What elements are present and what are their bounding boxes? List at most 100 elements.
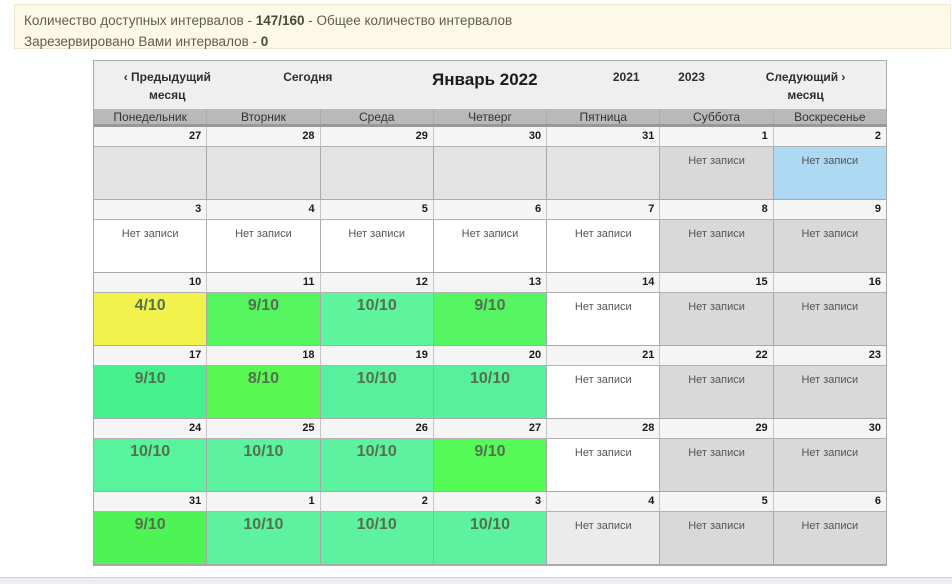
week-5-content-row: 10/10 10/10 10/10 9/10 Нет записи Нет записи Н… (94, 439, 886, 492)
prev-month-label-line1: ‹ Предыдущий (123, 70, 211, 84)
week-3-content-row: 4/10 9/10 10/10 9/10 Нет записи Нет записи Нет… (94, 293, 886, 346)
day-cell (207, 147, 321, 200)
day-cell[interactable]: 9/10 (94, 512, 208, 565)
no-records-label: Нет записи (688, 301, 745, 313)
day-cell: Нет записи (773, 439, 886, 492)
date-number: 13 (433, 273, 548, 293)
available-intervals-line: Количество доступных интервалов - 147/16… (24, 10, 940, 31)
calendar-weeks: 27 28 29 30 31 1 2 Нет записи Нет записи 3 4 5 6 7 8 9 Н… (94, 127, 886, 565)
day-cell[interactable]: 9/10 (433, 439, 548, 492)
day-cell[interactable]: 9/10 (433, 293, 548, 346)
next-month-button[interactable]: Следующий › месяц (725, 61, 886, 109)
no-records-label: Нет записи (574, 447, 632, 459)
slots-available-label: 10/10 (469, 516, 510, 533)
slots-available-label: 10/10 (130, 443, 171, 460)
date-number: 27 (433, 419, 548, 439)
slots-available-label: 9/10 (134, 516, 166, 533)
day-cell: Нет записи (433, 220, 548, 273)
no-records-label: Нет записи (688, 155, 745, 167)
day-cell: Нет записи (547, 293, 661, 346)
date-number: 15 (660, 273, 774, 293)
day-header-Пятница: Пятница (547, 109, 661, 124)
available-intervals-count: 147/160 (255, 13, 305, 28)
date-number: 24 (94, 419, 208, 439)
day-cell: Нет записи (773, 366, 886, 419)
day-cell[interactable]: 9/10 (94, 366, 208, 419)
no-records-label: Нет записи (801, 447, 859, 459)
date-number: 5 (660, 492, 774, 512)
date-number: 10 (94, 273, 208, 293)
no-records-label: Нет записи (688, 228, 745, 240)
prev-year-button[interactable]: 2021 (612, 70, 640, 84)
no-records-label: Нет записи (688, 447, 745, 459)
date-number: 30 (773, 419, 886, 439)
date-number: 7 (547, 200, 661, 220)
no-records-label: Нет записи (461, 228, 519, 240)
day-header-Четверг: Четверг (434, 109, 548, 124)
day-cell[interactable]: 9/10 (207, 293, 321, 346)
date-number: 9 (773, 200, 886, 220)
date-number: 28 (207, 127, 321, 147)
week-6-date-row: 31 1 2 3 4 5 6 (94, 492, 886, 512)
week-2-content-row: Нет записи Нет записи Нет записи Нет записи… (94, 220, 886, 273)
reserved-intervals-line: Зарезервировано Вами интервалов - 0 (24, 31, 940, 52)
day-cell: Нет записи (94, 220, 208, 273)
date-number: 16 (773, 273, 886, 293)
date-number: 2 (773, 127, 886, 147)
reserved-intervals-text: Зарезервировано Вами интервалов - (24, 34, 261, 49)
date-number: 30 (433, 127, 548, 147)
slots-available-label: 9/10 (474, 443, 506, 460)
no-records-label: Нет записи (348, 228, 406, 240)
day-cell: Нет записи (547, 220, 661, 273)
day-header-Воскресенье: Воскресенье (794, 110, 866, 124)
day-cell[interactable]: 8/10 (207, 366, 321, 419)
date-number: 17 (94, 346, 208, 366)
slots-available-label: 10/10 (356, 443, 397, 460)
day-cell[interactable]: 10/10 (207, 512, 321, 565)
day-cell: Нет записи (320, 220, 434, 273)
day-cell: Нет записи (547, 512, 661, 565)
date-number: 3 (433, 492, 548, 512)
date-number: 18 (207, 346, 321, 366)
prev-month-button[interactable]: ‹ Предыдущий месяц (94, 61, 241, 109)
next-year-button[interactable]: 2023 (678, 70, 705, 84)
total-intervals-text: - Общее количество интервалов (304, 13, 513, 28)
day-cell[interactable]: 10/10 (94, 439, 208, 492)
date-number: 27 (94, 127, 208, 147)
no-records-label: Нет записи (121, 228, 179, 240)
day-cell[interactable]: 10/10 (320, 293, 434, 346)
date-number: 5 (320, 200, 434, 220)
today-button[interactable]: Сегодня (283, 70, 333, 84)
day-cell[interactable]: 10/10 (433, 512, 548, 565)
day-cell (320, 147, 434, 200)
day-cell[interactable]: 4/10 (94, 293, 208, 346)
day-cell: Нет записи (773, 512, 886, 565)
day-cell[interactable]: 10/10 (320, 439, 434, 492)
date-number: 12 (320, 273, 434, 293)
date-number: 21 (547, 346, 661, 366)
day-cell: Нет записи (547, 366, 661, 419)
day-cell: Нет записи (773, 147, 886, 200)
date-number: 28 (547, 419, 661, 439)
day-cell (94, 147, 208, 200)
slots-available-label: 10/10 (243, 443, 284, 460)
slots-available-label: 10/10 (356, 516, 397, 533)
slots-available-label: 10/10 (243, 516, 284, 533)
date-number: 14 (547, 273, 661, 293)
date-number: 23 (773, 346, 886, 366)
day-cell: Нет записи (660, 293, 774, 346)
date-number: 2 (320, 492, 434, 512)
day-header-Вторник: Вторник (207, 109, 321, 124)
date-number: 11 (207, 273, 321, 293)
day-cell: Нет записи (660, 220, 774, 273)
no-records-label: Нет записи (574, 228, 632, 240)
day-cell[interactable]: 10/10 (320, 366, 434, 419)
date-number: 29 (320, 127, 434, 147)
day-cell[interactable]: 10/10 (433, 366, 548, 419)
day-cell: Нет записи (773, 293, 886, 346)
day-cell[interactable]: 10/10 (207, 439, 321, 492)
intervals-banner: Количество доступных интервалов - 147/16… (14, 4, 951, 49)
day-cell[interactable]: 10/10 (320, 512, 434, 565)
